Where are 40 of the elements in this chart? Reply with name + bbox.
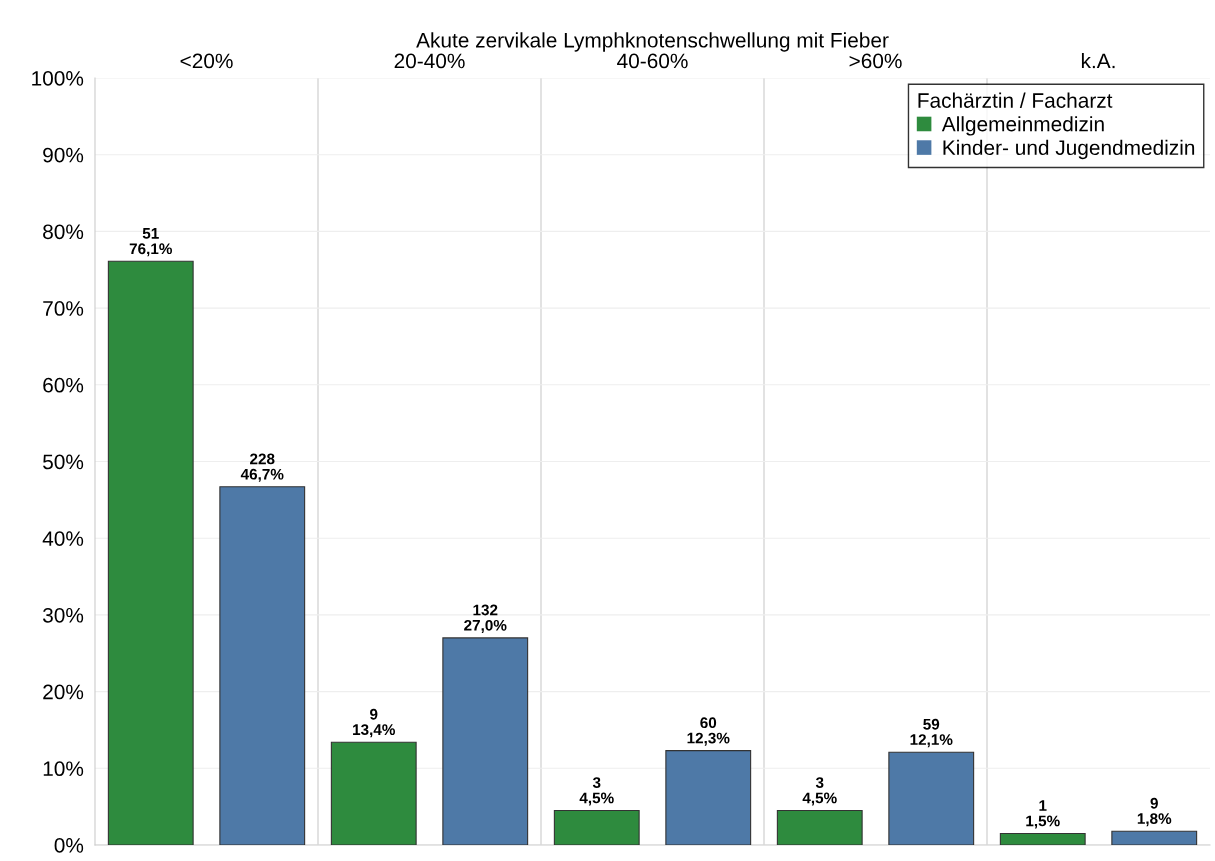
x-tick-label: 20-40% [394, 53, 465, 69]
chart-title: Akute zervikale Lymphknotenschwellung mit Fieber [416, 32, 889, 52]
y-tick-label: 70% [43, 301, 84, 316]
data-label: 9 1,8% [1137, 797, 1172, 827]
legend-title: Fachärztin / Facharzt [918, 92, 1113, 108]
y-tick-label: 10% [43, 761, 84, 777]
bar [665, 750, 752, 845]
data-label: 51 76,1% [129, 228, 173, 257]
data-label: 3 4,5% [579, 777, 614, 806]
legend-label: Kinder- und Jugendmedizin [943, 139, 1195, 160]
y-tick-label: 40% [42, 531, 84, 546]
x-tick-label: <20% [180, 53, 233, 69]
x-tick-label: >60% [849, 53, 902, 69]
data-label: 1 1,5% [1026, 800, 1060, 829]
bar [219, 486, 306, 845]
bar [888, 751, 975, 845]
x-tick-label: 40-60% [617, 53, 688, 69]
y-tick-label: 60% [43, 377, 84, 393]
y-tick-label: 90% [43, 147, 84, 163]
data-label: 228 46,7% [240, 453, 284, 482]
data-label: 9 13,4% [353, 708, 396, 738]
bar [999, 832, 1086, 845]
y-tick-label: 80% [43, 224, 84, 240]
bar [330, 741, 417, 845]
data-label: 132 27,0% [464, 604, 507, 633]
y-tick-label: 100% [32, 71, 84, 86]
y-tick-label: 30% [42, 607, 84, 623]
bar [442, 637, 529, 845]
y-tick-label: 20% [43, 684, 84, 700]
y-tick-label: 50% [43, 454, 84, 470]
data-label: 3 4,5% [802, 777, 837, 806]
legend-label: Allgemeinmedizin [941, 116, 1104, 136]
y-tick-label: 0% [54, 838, 84, 853]
data-label: 59 12,1% [910, 718, 953, 748]
bar [1111, 830, 1198, 845]
bar [776, 809, 863, 845]
x-tick-label: k.A. [1081, 53, 1115, 69]
bar [107, 260, 194, 845]
bar [553, 809, 640, 845]
data-label: 60 12,3% [687, 717, 730, 746]
